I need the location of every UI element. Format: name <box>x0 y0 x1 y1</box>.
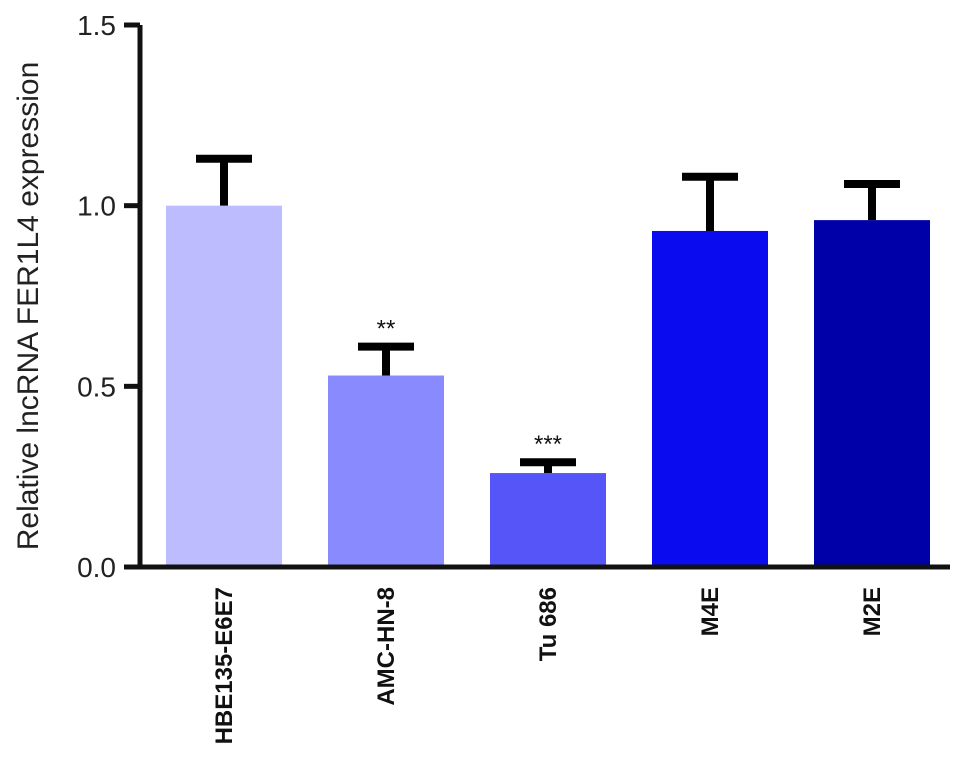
significance-marker: ** <box>377 316 396 343</box>
y-tick-label: 1.5 <box>77 10 116 41</box>
bar-m4e <box>652 230 768 567</box>
y-tick-label: 0.5 <box>77 371 116 402</box>
significance-layer: ***** <box>377 316 562 459</box>
y-axis-title: Relative lncRNA FER1L4 expression <box>12 62 45 551</box>
x-tick-label: Tu 686 <box>535 587 562 661</box>
x-tick-label: AMC-HN-8 <box>373 587 400 706</box>
x-tick-label: M4E <box>697 587 724 636</box>
x-tick-label: HBE135-E6E7 <box>211 587 238 744</box>
x-labels-layer: HBE135-E6E7 AMC-HN-8 Tu 686 M4E M2E <box>211 587 886 744</box>
y-ticks-layer: 0.0 0.5 1.0 1.5 <box>77 10 140 583</box>
error-bars-layer <box>196 154 900 474</box>
bars-layer <box>166 205 930 567</box>
axes-layer <box>137 25 950 570</box>
y-tick-label: 1.0 <box>77 191 116 222</box>
significance-marker: *** <box>534 431 562 458</box>
bar-m2e <box>814 220 930 567</box>
bar-hbe135-e6e7 <box>166 205 282 567</box>
x-tick-label: M2E <box>859 587 886 636</box>
bar-amc-hn-8 <box>328 375 444 567</box>
bar-tu-686 <box>490 473 606 567</box>
y-tick-label: 0.0 <box>77 552 116 583</box>
